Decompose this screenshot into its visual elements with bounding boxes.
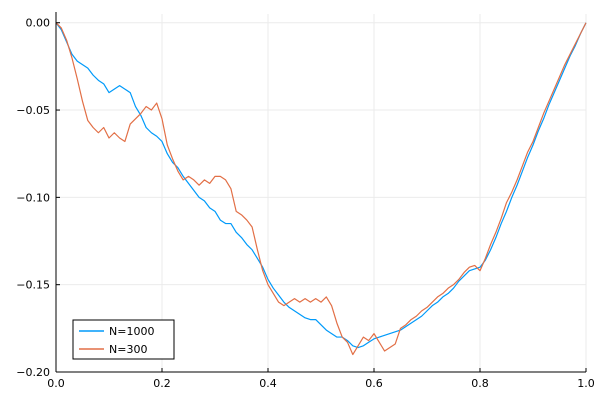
x-tick-label: 0.0 xyxy=(47,377,65,390)
grid xyxy=(55,14,587,373)
series-lines xyxy=(55,22,587,356)
y-tick-label: −0.05 xyxy=(16,104,50,117)
x-tick-label: 1.0 xyxy=(577,377,595,390)
x-tick-label: 0.4 xyxy=(259,377,277,390)
y-tick-label: −0.15 xyxy=(16,279,50,292)
legend: N=1000 N=300 xyxy=(72,319,175,360)
y-tick-label: 0.00 xyxy=(26,17,51,30)
legend-box xyxy=(72,319,175,360)
y-tick-label: −0.20 xyxy=(16,366,50,379)
legend-label-n300: N=300 xyxy=(109,343,147,356)
x-tick-label: 0.8 xyxy=(471,377,489,390)
x-tick-label: 0.6 xyxy=(365,377,383,390)
series-line-n-300 xyxy=(55,22,587,356)
x-axis-ticks: 0.0 0.2 0.4 0.6 0.8 1.0 xyxy=(47,368,595,390)
axes xyxy=(55,12,586,373)
y-tick-label: −0.10 xyxy=(16,191,50,204)
y-axis-ticks: 0.00 −0.05 −0.10 −0.15 −0.20 xyxy=(16,17,60,379)
legend-label-n1000: N=1000 xyxy=(109,325,154,338)
x-tick-label: 0.2 xyxy=(153,377,171,390)
series-line-n-1000 xyxy=(55,22,587,349)
